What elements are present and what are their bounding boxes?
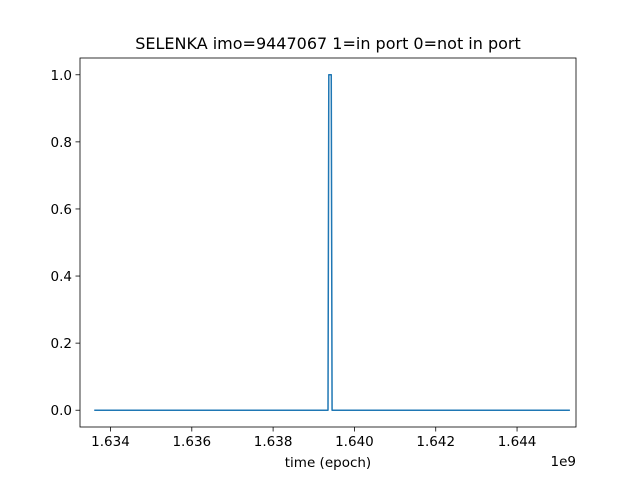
plot-area bbox=[94, 74, 570, 411]
x-tick-label: 1.636 bbox=[172, 434, 211, 450]
y-tick-label: 0.2 bbox=[51, 336, 72, 352]
chart-title: SELENKA imo=9447067 1=in port 0=not in p… bbox=[135, 34, 521, 53]
plot-frame bbox=[79, 57, 577, 428]
y-tick-label: 1.0 bbox=[51, 68, 72, 84]
x-tick-label: 1.642 bbox=[416, 434, 455, 450]
y-tick-label: 0.0 bbox=[51, 403, 72, 419]
x-axis-offset-label: 1e9 bbox=[551, 454, 576, 470]
axes: 1.634 1.636 1.638 1.640 1.642 1.644 0.0 0.2 0.4 0… bbox=[51, 57, 577, 450]
x-tick-label: 1.644 bbox=[498, 434, 537, 450]
y-tick-label: 0.8 bbox=[51, 135, 72, 151]
x-tick-label: 1.634 bbox=[91, 434, 130, 450]
y-tick-label: 0.6 bbox=[51, 202, 72, 218]
y-tick-label: 0.4 bbox=[51, 269, 72, 285]
series-line-0 bbox=[94, 74, 570, 411]
x-axis-label: time (epoch) bbox=[285, 455, 371, 471]
x-tick-label: 1.640 bbox=[335, 434, 374, 450]
x-tick-label: 1.638 bbox=[254, 434, 293, 450]
